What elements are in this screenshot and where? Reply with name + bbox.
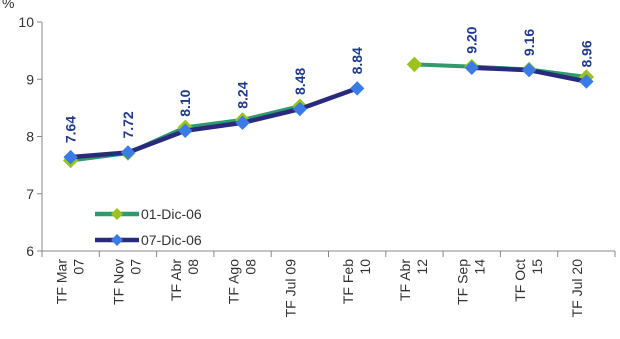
x-tick-label: 07: [70, 259, 86, 275]
data-point: [579, 74, 594, 89]
data-labels: 7.64 7.72 8.10 8.24 8.48 8.84 9.20 9.16 8.96: [63, 26, 595, 143]
data-label: 8.84: [349, 47, 365, 74]
data-point: [349, 81, 365, 96]
x-tick-label: TF Abr: [397, 259, 413, 301]
x-tick-label: TF Mar: [53, 259, 69, 304]
data-label: 7.72: [120, 111, 136, 138]
data-label: 8.10: [177, 89, 193, 116]
y-axis-unit: %: [2, 0, 14, 11]
x-tick-label: 08: [185, 259, 201, 275]
legend: 01-Dic-06 07-Dic-06: [95, 206, 202, 248]
legend-label: 01-Dic-06: [141, 206, 202, 222]
data-point: [63, 149, 78, 165]
data-point: [235, 115, 250, 130]
series-0: [62, 56, 595, 169]
x-tick-label: TF Ago: [225, 259, 241, 304]
data-label: 8.24: [235, 81, 251, 108]
data-point: [120, 145, 136, 160]
data-label: 9.16: [521, 29, 537, 56]
data-point: [406, 56, 423, 73]
data-point: [178, 123, 193, 138]
y-tick-label: 8: [26, 129, 34, 145]
x-tick-label: 10: [357, 259, 373, 275]
x-tick-label: 08: [242, 259, 258, 275]
data-label: 8.48: [292, 68, 308, 95]
x-tick-label: 12: [414, 259, 430, 275]
legend-item-0: 01-Dic-06: [95, 206, 202, 222]
data-point: [521, 62, 537, 78]
x-tick-label: TF Nov: [111, 259, 127, 305]
y-axis: 6 7 8 9 10: [18, 14, 43, 259]
y-tick-label: 6: [26, 243, 34, 259]
y-tick-label: 10: [18, 14, 34, 30]
data-label: 7.64: [63, 116, 79, 143]
x-tick-label: TF Jul 09: [283, 259, 299, 318]
x-tick-label: 14: [471, 259, 487, 275]
legend-swatch-marker: [111, 208, 123, 220]
data-label: 8.96: [578, 40, 594, 67]
x-tick-label: TF Feb: [340, 259, 356, 304]
x-tick-label: TF Sep: [454, 259, 470, 305]
x-tick-label: 07: [128, 259, 144, 275]
y-tick-label: 9: [26, 71, 34, 87]
data-label: 9.20: [464, 26, 480, 53]
x-tick-label: TF Jul 20: [569, 259, 585, 318]
legend-label: 07-Dic-06: [141, 232, 202, 248]
x-tick-label: TF Oct: [512, 259, 528, 302]
x-tick-label: 15: [529, 259, 545, 275]
y-tick-label: 7: [26, 186, 34, 202]
data-point: [292, 101, 308, 117]
legend-item-1: 07-Dic-06: [95, 232, 202, 248]
data-point: [464, 60, 479, 76]
legend-swatch-marker: [111, 234, 123, 246]
x-axis: TF Mar 07 TF Nov 07 TF Abr 08 TF Ago 08 TF Jul 0…: [41, 250, 616, 318]
series-line: [70, 86, 358, 160]
x-tick-label: TF Abr: [168, 259, 184, 301]
series-1: [63, 60, 594, 165]
series-layer: [62, 56, 595, 169]
